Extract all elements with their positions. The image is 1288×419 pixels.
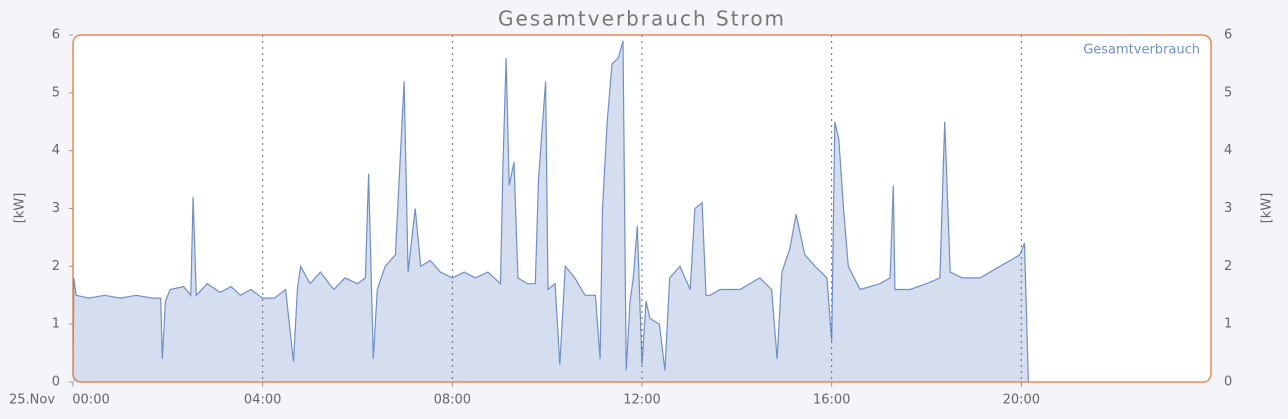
series-line — [72, 40, 1029, 383]
y-tick-label: 2 — [52, 259, 60, 274]
legend-entry[interactable]: Gesamtverbrauch — [1083, 43, 1200, 58]
x-tick-label: 04:00 — [244, 393, 281, 408]
y2-tick-label: 2 — [1224, 259, 1232, 274]
y-axis-label: [kW] — [13, 193, 28, 224]
y-tick-label: 6 — [52, 28, 60, 43]
y-tick-label: 0 — [52, 375, 60, 390]
y2-axis-label: [kW] — [1260, 193, 1275, 224]
plot-border — [72, 34, 1212, 383]
y-tick-label: 3 — [52, 201, 60, 216]
y2-tick-label: 6 — [1224, 28, 1232, 43]
y-tick-label: 4 — [52, 143, 60, 158]
y-tick-label: 5 — [52, 85, 60, 100]
y-tick-label: 1 — [52, 317, 60, 332]
date-label: 25.Nov — [9, 393, 55, 408]
y2-tick-label: 4 — [1224, 143, 1232, 158]
x-tick-label: 16:00 — [813, 393, 850, 408]
chart-title: Gesamtverbrauch Strom — [498, 7, 786, 31]
x-tick-label: 20:00 — [1003, 393, 1040, 408]
y2-tick-label: 5 — [1224, 85, 1232, 100]
y2-tick-label: 0 — [1224, 375, 1232, 390]
y2-tick-label: 1 — [1224, 317, 1232, 332]
x-tick-label: 12:00 — [623, 393, 660, 408]
area-fill — [73, 40, 1029, 383]
x-tick-label: 08:00 — [434, 393, 471, 408]
x-tick-label: 00:00 — [72, 393, 109, 408]
y2-tick-label: 3 — [1224, 201, 1232, 216]
